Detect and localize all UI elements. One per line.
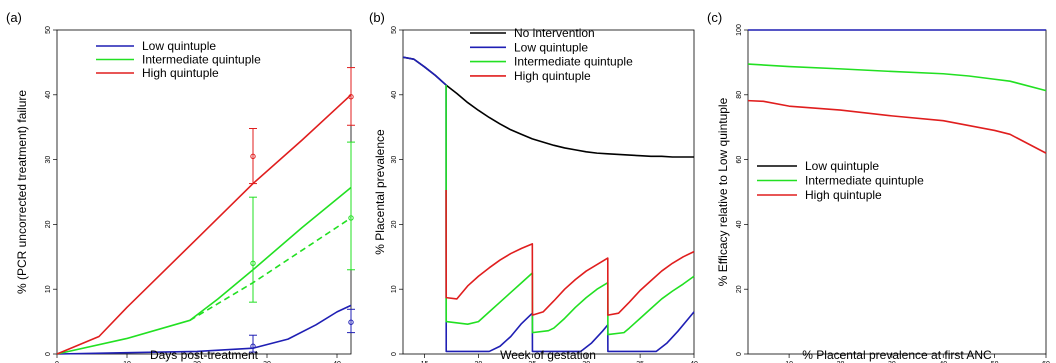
series-line-green (747, 63, 1047, 92)
series-group-b (402, 56, 695, 353)
y-tick-label: 40 (391, 91, 398, 99)
x-tick-label: 20 (193, 361, 201, 363)
x-tick-label: 10 (785, 361, 793, 363)
series-line-red (56, 94, 352, 355)
x-tick-label: 25 (528, 361, 536, 363)
chart-panel-a: (a) 0 10 20 30 40 0 10 20 30 40 50 Days post-trea… (6, 10, 355, 363)
x-axis-label-c: % Placental prevalence at first ANC (802, 348, 992, 362)
legend-entry: Low quintuple (142, 39, 216, 53)
panel-label-c: (c) (707, 10, 722, 25)
series-line-red (445, 190, 695, 316)
y-tick-label: 0 (736, 352, 743, 356)
legend-entry: Low quintuple (805, 159, 879, 173)
series-group-c (747, 29, 1047, 154)
legend-entry: Intermediate quintuple (142, 53, 261, 67)
y-tick-label: 80 (736, 91, 743, 99)
y-tick-label: 30 (45, 156, 52, 164)
x-axis-label-b: Week of gestation (500, 348, 596, 362)
y-tick-label: 50 (45, 26, 52, 34)
y-tick-label: 60 (736, 156, 743, 164)
y-tick-label: 10 (391, 285, 398, 293)
chart-panel-b: (b) 15 20 25 30 35 40 0 10 20 30 40 50 Week of ges… (369, 10, 698, 363)
series-line-black (402, 56, 694, 158)
x-axis-label-a: Days post-treatment (150, 348, 259, 362)
series-group-a (56, 94, 352, 355)
x-tick-label: 15 (421, 361, 429, 363)
error-bar-point (348, 94, 354, 100)
series-line-green (56, 186, 352, 355)
plot-frame-b (402, 29, 695, 355)
error-bars-a (249, 67, 355, 353)
chart-panel-c: (c) 10 20 30 40 50 60 0 20 40 60 80 100 % Placenta… (707, 10, 1050, 363)
error-bar-blue (249, 334, 257, 353)
y-tick-label: 0 (391, 352, 398, 356)
x-tick-label: 10 (123, 361, 131, 363)
x-tick-label: 40 (939, 361, 947, 363)
x-axis-b: 15 20 25 30 35 40 (421, 354, 698, 363)
error-bar-point (250, 343, 256, 349)
legend-entry: Low quintuple (514, 40, 588, 54)
y-tick-label: 30 (391, 156, 398, 164)
series-line-green-dashed (189, 217, 352, 321)
x-axis-a: 0 10 20 30 40 (55, 354, 341, 363)
panel-label-b: (b) (369, 10, 385, 25)
error-bar-point (250, 153, 256, 160)
y-axis-c: 0 20 40 60 80 100 (736, 24, 748, 356)
legend-entry: Intermediate quintuple (514, 55, 633, 69)
series-line-blue (56, 304, 352, 355)
y-tick-label: 20 (391, 220, 398, 228)
y-tick-label: 20 (736, 285, 743, 293)
x-tick-label: 20 (837, 361, 845, 363)
legend-entry: No intervention (514, 26, 595, 40)
y-tick-label: 40 (45, 91, 52, 99)
x-tick-label: 30 (263, 361, 271, 363)
y-axis-label-b: % Placental prevalence (373, 129, 387, 255)
series-line-red (747, 99, 1047, 154)
error-bar-red (347, 67, 355, 126)
y-axis-a: 0 10 20 30 40 50 (45, 26, 57, 356)
x-tick-label: 30 (582, 361, 590, 363)
y-tick-label: 0 (45, 352, 52, 356)
error-bar-blue (347, 308, 355, 334)
y-tick-label: 100 (736, 24, 743, 36)
error-bar-red (249, 127, 257, 185)
x-tick-label: 30 (888, 361, 896, 363)
y-axis-label-c: % Efficacy relative to Low quintuple (716, 97, 730, 286)
error-bar-point (348, 319, 354, 325)
plot-frame-c (747, 29, 1047, 355)
error-bar-green (347, 141, 355, 271)
x-tick-label: 40 (690, 361, 698, 363)
y-axis-b: 0 10 20 30 40 50 (391, 26, 403, 356)
x-tick-label: 60 (1042, 361, 1050, 363)
x-tick-label: 20 (475, 361, 483, 363)
x-axis-c: 10 20 30 40 50 60 (785, 354, 1050, 363)
x-tick-label: 35 (636, 361, 644, 363)
legend-entry: High quintuple (514, 69, 591, 83)
legend-entry: Intermediate quintuple (805, 174, 924, 188)
error-bar-point (250, 260, 256, 266)
series-line-green (445, 85, 695, 336)
y-tick-label: 40 (736, 220, 743, 228)
y-tick-label: 10 (45, 285, 52, 293)
panel-label-a: (a) (6, 10, 22, 25)
x-tick-label: 40 (333, 361, 341, 363)
legend-entry: High quintuple (805, 188, 882, 202)
x-tick-label: 50 (991, 361, 999, 363)
x-tick-label: 0 (55, 361, 59, 363)
y-tick-label: 50 (391, 26, 398, 34)
y-tick-label: 20 (45, 220, 52, 228)
y-axis-label-a: % (PCR uncorrected treatment) failure (15, 90, 29, 294)
error-bar-point (348, 215, 354, 221)
error-bar-green (249, 196, 257, 303)
legend-entry: High quintuple (142, 66, 219, 80)
